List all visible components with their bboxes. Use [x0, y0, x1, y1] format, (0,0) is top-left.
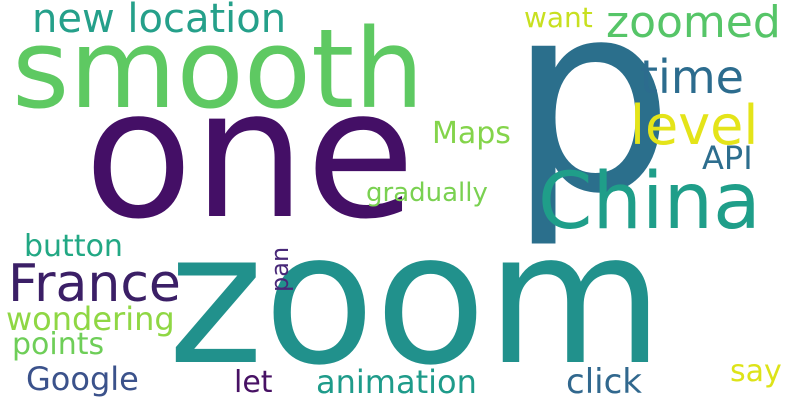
word-google: Google — [26, 360, 139, 398]
word-button: button — [24, 229, 123, 264]
word-level: level — [630, 94, 759, 157]
word-maps: Maps — [432, 116, 511, 151]
word-let: let — [234, 365, 273, 400]
word-zoomed: zoomed — [606, 0, 781, 48]
word-pan: pan — [266, 246, 294, 292]
word-p: p — [508, 0, 675, 251]
word-gradually: gradually — [366, 178, 488, 208]
word-say: say — [730, 354, 782, 389]
word-china: China — [538, 157, 761, 247]
word-new-location: new location — [32, 0, 287, 42]
word-click: click — [566, 362, 642, 400]
word-zoom: zoom — [168, 193, 664, 400]
word-points: points — [12, 327, 105, 362]
word-smooth: smooth — [12, 5, 424, 133]
word-time: time — [640, 50, 744, 104]
word-want: want — [524, 1, 593, 34]
word-one: one — [84, 51, 416, 258]
word-animation: animation — [316, 363, 477, 400]
word-france: France — [8, 254, 181, 314]
word-wondering: wondering — [6, 300, 175, 338]
word-api: API — [702, 139, 753, 177]
